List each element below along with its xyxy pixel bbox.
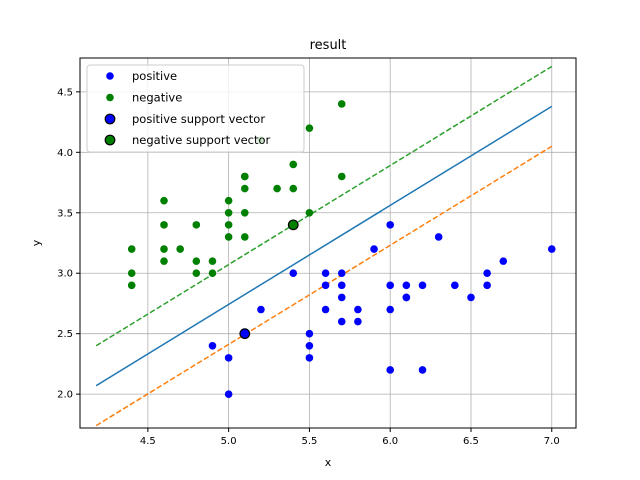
negative-point [208,257,217,265]
positive-point [354,317,362,326]
separating-hyperplane-line [95,105,553,387]
data-points [127,100,556,398]
positive-point [224,390,233,398]
negative-point [192,221,201,229]
legend-label-negative-support-vector: negative support vector [132,133,271,147]
positive-point [370,245,378,253]
positive-point [305,329,314,338]
positive-point [289,269,298,278]
negative-point [240,233,249,241]
negative-margin-line [95,65,553,347]
positive-point [467,293,475,302]
x-tick-label: 5.5 [301,436,317,447]
negative-point [289,184,298,193]
positive-point [451,281,459,290]
x-axis-label: x [325,456,332,469]
positive-point [305,354,314,362]
negative-point [224,221,233,229]
positive-point [386,221,395,229]
positive-point [208,341,217,350]
negative-point [192,257,201,265]
negative-point [208,269,217,278]
negative-point [127,245,136,253]
negative-point [240,172,249,181]
negative-point [224,208,233,217]
legend-marker-positive [106,72,114,80]
y-tick-label: 4.5 [57,87,73,98]
negative-point [176,245,184,253]
legend-box [86,64,305,153]
y-tick-label: 2.0 [57,390,73,401]
legend-marker-positive-support-vector [104,113,116,125]
legend-marker-negative-support-vector [104,134,116,146]
negative-point [273,184,281,193]
x-tick-label: 5.0 [221,436,237,447]
positive-support-vector-point [239,328,251,340]
positive-margin-line [95,145,553,427]
y-tick-label: 3.0 [57,269,73,280]
x-tick-label: 7.0 [544,436,560,447]
positive-point [547,245,556,253]
positive-point [224,354,233,362]
positive-point [386,281,395,290]
positive-point [386,366,395,374]
negative-point [337,100,346,108]
positive-point [321,269,330,278]
positive-point [337,317,346,326]
plot-frame [79,57,577,429]
positive-point [354,305,362,314]
positive-point [337,269,346,278]
x-tick-label: 6.0 [382,436,398,447]
positive-point [257,305,265,314]
y-tick-label: 2.5 [57,329,73,340]
positive-point [418,281,427,290]
negative-point [192,269,201,278]
negative-point [160,221,168,229]
positive-point [305,341,314,350]
positive-point [337,293,346,302]
negative-point [305,208,314,217]
positive-point [434,233,443,241]
positive-point [418,366,427,374]
y-axis-label: y [30,239,43,246]
positive-point [483,281,491,290]
legend-label-negative: negative [132,91,182,105]
negative-point [224,196,233,205]
negative-point [305,124,314,132]
negative-point [240,208,249,217]
chart-title: result [310,38,347,53]
positive-point [402,281,411,290]
axis-ticks: 4.5 5.0 5.5 6.0 6.5 7.0 2.0 2.5 3.0 3.5 4.0 4.5 [57,87,560,447]
negative-point [160,257,168,265]
positive-point [321,281,330,290]
negative-point [289,160,298,169]
negative-point [160,196,168,205]
positive-point [483,269,491,278]
legend-marker-negative [106,93,114,102]
negative-point [224,233,233,241]
positive-point [402,293,411,302]
negative-point [127,281,136,290]
legend-label-positive-support-vector: positive support vector [132,112,265,126]
legend-label-positive: positive [132,69,177,83]
negative-point [337,172,346,181]
positive-point [499,257,508,265]
negative-support-vector-point [287,219,299,231]
positive-point [386,305,395,314]
positive-point [321,305,330,314]
negative-point [127,269,136,278]
negative-point [160,245,168,253]
positive-point [337,281,346,290]
negative-point [240,184,249,193]
legend: positive negative positive support vecto… [86,64,305,153]
decision-lines [95,65,553,427]
x-tick-label: 4.5 [140,436,156,447]
y-tick-label: 3.5 [57,208,73,219]
y-tick-label: 4.0 [57,148,73,159]
x-tick-label: 6.5 [463,436,479,447]
